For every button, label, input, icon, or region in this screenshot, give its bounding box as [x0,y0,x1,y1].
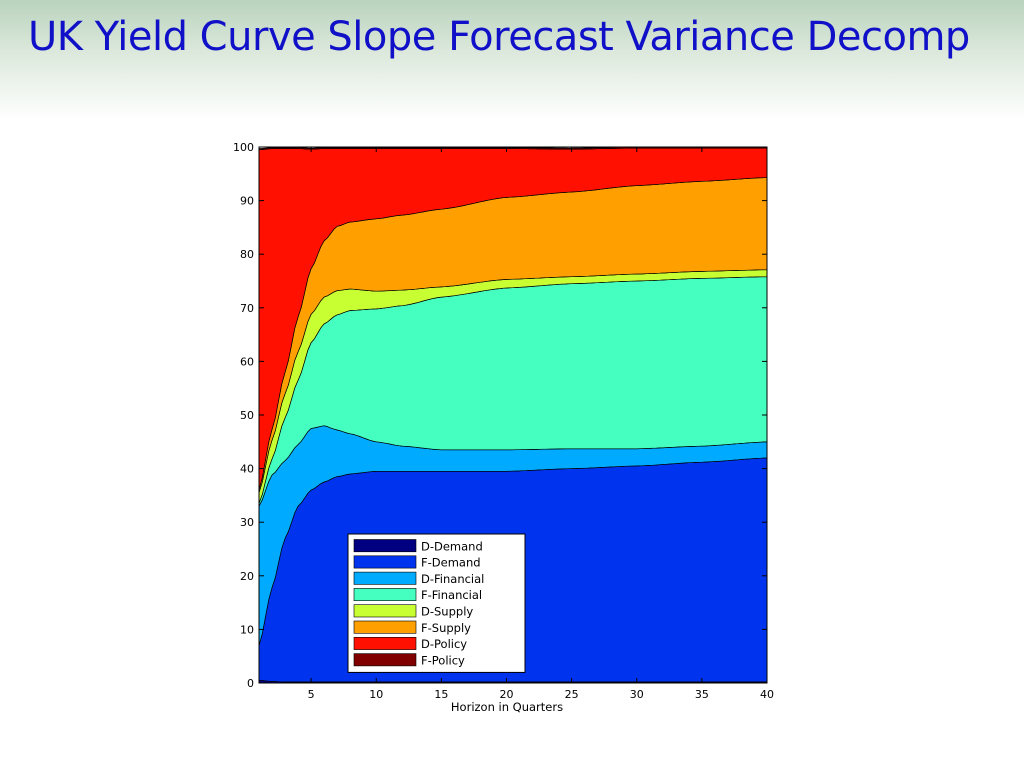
legend-label-d-financial: D-Financial [421,572,484,586]
slide-header-band [0,0,1024,120]
legend-label-d-supply: D-Supply [421,605,473,619]
x-tick-label: 10 [369,688,383,701]
legend-label-f-financial: F-Financial [421,588,482,602]
x-tick-label: 15 [434,688,448,701]
x-axis-label: Horizon in Quarters [451,700,563,714]
legend-label-f-supply: F-Supply [421,621,471,635]
x-tick-label: 20 [499,688,513,701]
legend-swatch-d-demand [353,539,417,553]
legend: D-Demand F-Demand D-Financial F-Financial D-… [347,533,526,673]
x-axis: 5 10 15 20 25 30 35 40 [308,147,774,701]
y-tick-label: 90 [240,195,254,208]
y-axis: 0 10 20 30 40 50 60 70 80 90 100 [233,141,767,690]
y-tick-label: 40 [240,463,254,476]
legend-swatch-f-supply [353,620,417,634]
x-tick-label: 40 [760,688,774,701]
y-tick-label: 20 [240,570,254,583]
y-tick-label: 50 [240,409,254,422]
legend-label-d-policy: D-Policy [421,637,467,651]
x-tick-label: 30 [630,688,644,701]
legend-swatch-f-financial [353,588,417,602]
legend-label-f-policy: F-Policy [421,653,465,667]
y-tick-label: 60 [240,355,254,368]
legend-swatch-d-supply [353,604,417,618]
y-tick-label: 70 [240,302,254,315]
y-tick-label: 0 [247,677,254,690]
y-tick-label: 10 [240,623,254,636]
x-tick-label: 35 [695,688,709,701]
x-tick-label: 25 [565,688,579,701]
y-tick-label: 100 [233,141,254,154]
y-tick-label: 30 [240,516,254,529]
legend-swatch-d-policy [353,636,417,650]
legend-swatch-f-policy [353,653,417,667]
y-tick-label: 80 [240,248,254,261]
x-tick-label: 5 [308,688,315,701]
legend-label-d-demand: D-Demand [421,539,483,553]
legend-swatch-d-financial [353,571,417,585]
slide-title: UK Yield Curve Slope Forecast Variance D… [28,14,970,60]
legend-swatch-f-demand [353,555,417,569]
legend-label-f-demand: F-Demand [421,556,481,570]
